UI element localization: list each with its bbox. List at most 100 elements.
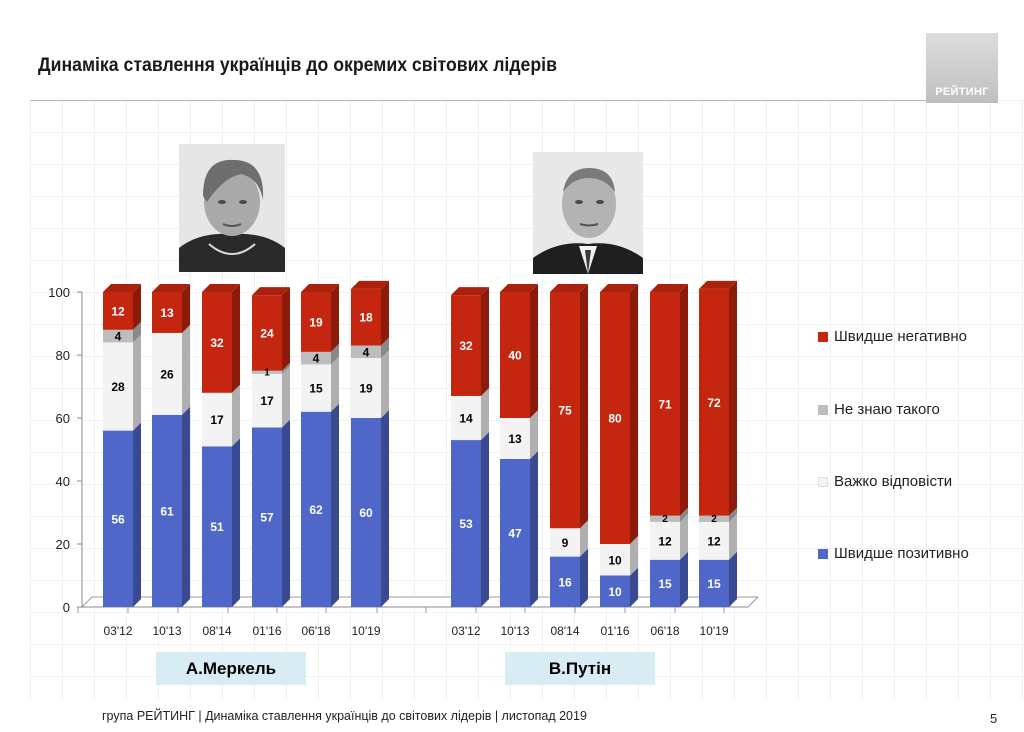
bar-side-hard: [282, 365, 290, 428]
data-label-hard: 17: [210, 413, 224, 427]
bar-side-negative: [232, 284, 240, 393]
data-label-positive: 60: [359, 506, 373, 520]
bar-side-negative: [133, 284, 141, 330]
data-label-dontknow: 4: [363, 345, 370, 359]
bar-segment-positive: [600, 575, 630, 607]
page-number: 5: [990, 711, 998, 726]
bar-segment-negative: [451, 295, 481, 396]
rating-logo: РЕЙТИНГ: [926, 33, 998, 103]
page-title: Динаміка ставлення українців до окремих …: [38, 55, 557, 76]
data-label-positive: 56: [111, 512, 125, 526]
bar-segment-dontknow: [301, 351, 331, 365]
bar-top: [600, 284, 638, 292]
bar-side-negative: [182, 284, 190, 333]
bar-side-hard: [331, 356, 339, 412]
x-tick-label: 10'19: [700, 624, 729, 638]
bar-segment-positive: [202, 446, 232, 607]
bar-segment-hard: [252, 373, 282, 428]
bar-segment-negative: [301, 292, 331, 352]
legend-label-negative: Швидше негативно: [834, 328, 968, 345]
data-label-positive: 57: [260, 511, 274, 525]
bar-side-hard: [580, 520, 588, 557]
bar-side-dontknow: [331, 343, 339, 365]
bar-segment-hard: [103, 342, 133, 431]
bar-side-hard: [232, 384, 240, 447]
legend-label-positive: Швидше позитивно: [834, 545, 969, 562]
data-label-negative: 13: [160, 306, 174, 320]
data-label-negative: 72: [707, 396, 721, 410]
merkel-portrait: [179, 144, 285, 272]
bar-segment-positive: [103, 430, 133, 607]
bar-top: [152, 284, 190, 292]
legend-label-dontknow: Не знаю такого: [834, 401, 940, 418]
bar-side-positive: [282, 419, 290, 607]
bar-segment-hard: [699, 521, 729, 560]
data-label-negative: 32: [459, 339, 473, 353]
bar-segment-hard: [550, 528, 580, 557]
bar-top: [301, 284, 339, 292]
title-divider: [30, 100, 926, 101]
y-tick-label: 20: [56, 537, 70, 552]
bar-side-positive: [381, 410, 389, 607]
x-tick-label: 10'19: [352, 624, 381, 638]
bar-side-positive: [630, 567, 638, 607]
bar-segment-negative: [351, 288, 381, 346]
bar-segment-negative: [600, 292, 630, 544]
data-label-positive: 10: [608, 585, 622, 599]
bar-side-hard: [680, 513, 688, 560]
bar-segment-dontknow: [252, 370, 282, 374]
bar-side-hard: [729, 513, 737, 560]
bar-side-dontknow: [381, 337, 389, 359]
bar-side-negative: [282, 287, 290, 371]
bar-side-positive: [182, 406, 190, 607]
x-tick-label: 08'14: [551, 624, 580, 638]
bar-side-negative: [530, 284, 538, 418]
bar-segment-hard: [500, 418, 530, 459]
data-label-dontknow: 4: [115, 330, 122, 344]
data-label-hard: 13: [508, 432, 522, 446]
legend-swatch-hard: [818, 477, 828, 487]
y-tick-label: 60: [56, 411, 70, 426]
bar-side-negative: [481, 287, 489, 396]
data-label-positive: 62: [309, 503, 323, 517]
x-tick-label: 06'18: [651, 624, 680, 638]
x-tick-label: 10'13: [153, 624, 182, 638]
bar-segment-dontknow: [650, 515, 680, 522]
bar-side-hard: [481, 387, 489, 441]
bar-side-positive: [133, 422, 141, 607]
logo-text: РЕЙТИНГ: [935, 86, 989, 98]
merkel-group-label: А.Меркель: [156, 652, 306, 685]
bar-segment-negative: [550, 292, 580, 529]
bar-segment-positive: [550, 556, 580, 607]
data-label-positive: 15: [707, 577, 721, 591]
bar-segment-positive: [152, 414, 182, 607]
bar-segment-negative: [699, 288, 729, 516]
bar-side-negative: [729, 280, 737, 516]
bar-side-negative: [331, 284, 339, 352]
bar-side-dontknow: [133, 321, 141, 343]
data-label-dontknow: 1: [264, 367, 270, 378]
data-label-negative: 24: [260, 326, 274, 340]
bar-segment-dontknow: [103, 329, 133, 343]
bar-segment-negative: [202, 292, 232, 393]
bar-segment-hard: [451, 395, 481, 441]
legend-swatch-positive: [818, 549, 828, 559]
bar-side-dontknow: [729, 507, 737, 522]
data-label-negative: 12: [111, 304, 125, 318]
data-label-hard: 26: [160, 367, 174, 381]
data-label-positive: 16: [558, 575, 572, 589]
data-label-negative: 71: [658, 397, 672, 411]
bar-segment-dontknow: [351, 345, 381, 359]
bar-top: [252, 287, 290, 296]
bar-segment-hard: [351, 358, 381, 418]
data-label-positive: 61: [160, 504, 174, 518]
bar-side-positive: [580, 548, 588, 607]
bar-top: [650, 284, 688, 292]
legend-swatch-negative: [818, 332, 828, 342]
bar-segment-positive: [351, 418, 381, 607]
legend-swatch-dontknow: [818, 405, 828, 415]
bar-side-positive: [680, 551, 688, 607]
x-tick-label: 08'14: [203, 624, 232, 638]
bar-side-hard: [133, 334, 141, 431]
